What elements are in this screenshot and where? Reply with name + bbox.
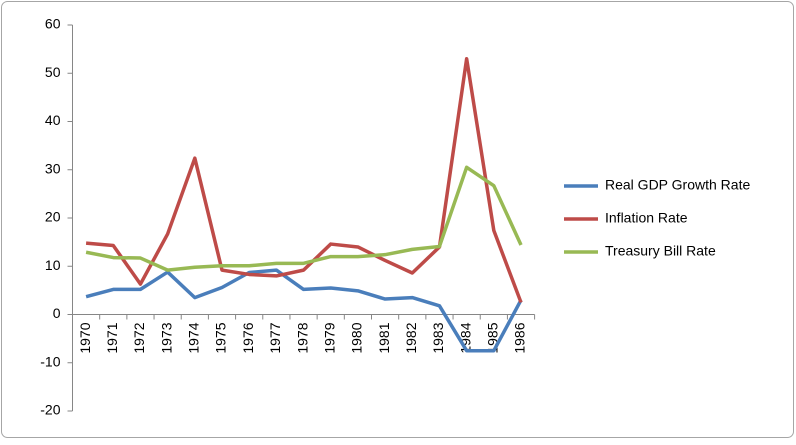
x-tick-label: 1984 — [457, 322, 473, 353]
x-tick-label: 1975 — [213, 322, 229, 353]
y-tick-label: 60 — [45, 16, 61, 32]
y-tick-label: 10 — [45, 257, 61, 273]
legend-label: Real GDP Growth Rate — [605, 177, 750, 193]
x-tick-label: 1974 — [186, 322, 202, 353]
series-line — [85, 165, 523, 272]
y-tick-label: 0 — [53, 305, 61, 321]
y-tick-label: 30 — [45, 160, 61, 176]
y-tick-label: -10 — [40, 353, 60, 369]
x-tick-label: 1981 — [376, 322, 392, 353]
x-tick-label: 1972 — [131, 322, 147, 353]
legend-label: Inflation Rate — [605, 210, 688, 226]
y-tick-label: 40 — [45, 112, 61, 128]
x-tick-label: 1970 — [77, 322, 93, 353]
x-tick-label: 1979 — [321, 322, 337, 353]
y-tick-label: -20 — [40, 402, 60, 418]
x-tick-label: 1983 — [430, 322, 446, 353]
x-tick-label: 1980 — [349, 322, 365, 353]
x-tick-label: 1982 — [403, 322, 419, 353]
x-tick-label: 1973 — [158, 322, 174, 353]
legend-label: Treasury Bill Rate — [605, 243, 716, 259]
chart-border — [1, 1, 794, 438]
series-line — [85, 268, 523, 353]
x-tick-label: 1977 — [267, 322, 283, 353]
y-tick-label: 20 — [45, 209, 61, 225]
x-tick-label: 1971 — [104, 322, 120, 353]
x-tick-label: 1976 — [240, 322, 256, 353]
series-line — [85, 57, 523, 304]
x-tick-label: 1978 — [294, 322, 310, 353]
x-tick-label: 1986 — [512, 322, 528, 353]
y-tick-label: 50 — [45, 64, 61, 80]
